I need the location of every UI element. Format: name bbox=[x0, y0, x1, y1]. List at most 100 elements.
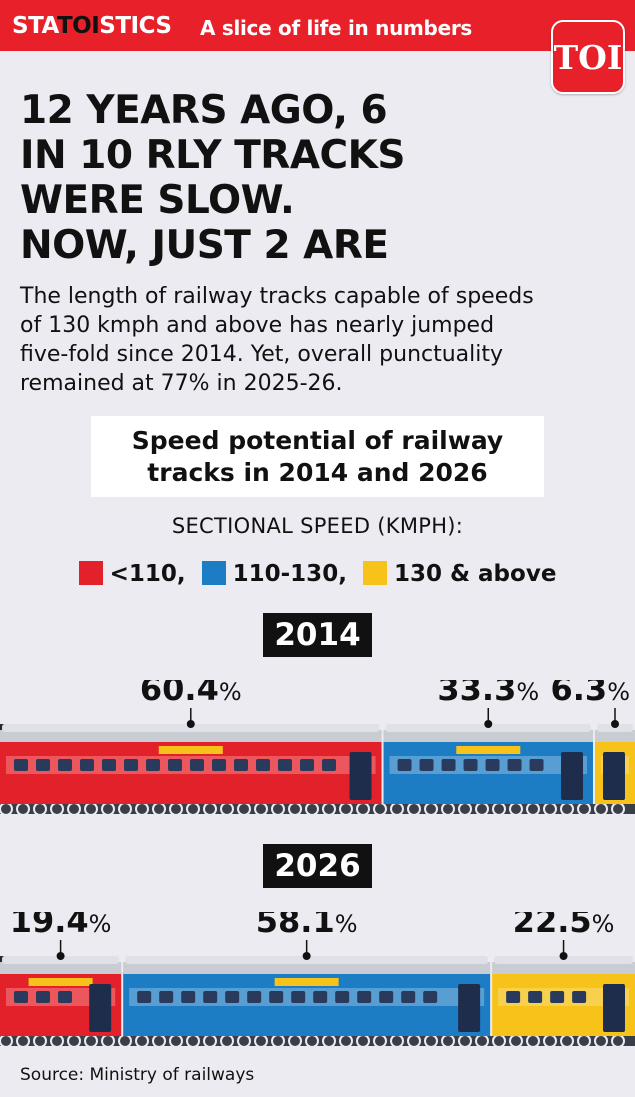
car-roof bbox=[383, 730, 593, 742]
window bbox=[212, 759, 226, 771]
wheel bbox=[407, 802, 421, 816]
statoistics-brand: STATOISTICS bbox=[12, 13, 172, 39]
value-label: 19.4% bbox=[10, 912, 112, 940]
car-door bbox=[89, 984, 112, 1032]
wheel bbox=[16, 1034, 30, 1048]
wheel bbox=[407, 1034, 421, 1048]
toi-logo: TOI bbox=[551, 20, 625, 94]
window bbox=[203, 991, 218, 1003]
wheel bbox=[339, 802, 353, 816]
headline-line: 12 YEARS AGO, 6 bbox=[20, 88, 388, 133]
wheels bbox=[0, 1034, 635, 1048]
headline-line: NOW, JUST 2 ARE bbox=[20, 223, 389, 268]
car-roof bbox=[0, 730, 382, 742]
legend-item-slow: <110, bbox=[78, 560, 186, 587]
window-band bbox=[129, 988, 485, 1006]
value-number: 19.4 bbox=[10, 912, 89, 940]
wheel bbox=[322, 1034, 336, 1048]
wheel bbox=[373, 1034, 387, 1048]
brand-part: STA bbox=[12, 13, 57, 39]
year-badge-2026: 2026 bbox=[263, 844, 372, 888]
value-unit: % bbox=[89, 912, 112, 938]
window bbox=[313, 991, 328, 1003]
window bbox=[572, 991, 587, 1003]
legend-label: 130 & above bbox=[393, 560, 557, 587]
legend-label: 110-130, bbox=[232, 560, 347, 587]
wheel bbox=[543, 1034, 557, 1048]
window bbox=[190, 759, 204, 771]
wheel bbox=[458, 802, 472, 816]
wheel bbox=[169, 1034, 183, 1048]
wheel bbox=[0, 802, 13, 816]
tagline: A slice of life in numbers bbox=[200, 16, 473, 40]
window bbox=[124, 759, 138, 771]
wheels bbox=[0, 802, 635, 816]
wheel bbox=[288, 1034, 302, 1048]
wheel bbox=[611, 1034, 625, 1048]
wheel bbox=[577, 1034, 591, 1048]
value-unit: % bbox=[607, 680, 630, 706]
car-nameplate bbox=[158, 746, 223, 754]
value-number: 6.3 bbox=[551, 680, 608, 708]
wheel bbox=[509, 1034, 523, 1048]
car-nameplate bbox=[274, 978, 339, 986]
window bbox=[423, 991, 438, 1003]
legend-swatch-yellow bbox=[362, 560, 387, 585]
wheel bbox=[220, 802, 234, 816]
wheel bbox=[0, 1034, 13, 1048]
car-door bbox=[349, 752, 372, 800]
wheel bbox=[526, 802, 540, 816]
window bbox=[58, 759, 72, 771]
window bbox=[36, 759, 50, 771]
value-label: 58.1% bbox=[256, 912, 358, 940]
train-car-medium: 33.3% bbox=[383, 680, 593, 804]
car-nameplate bbox=[456, 746, 521, 754]
car-door bbox=[458, 984, 481, 1032]
wheel bbox=[135, 802, 149, 816]
window bbox=[58, 991, 72, 1003]
car-door bbox=[560, 752, 583, 800]
wheel bbox=[543, 802, 557, 816]
wheel bbox=[594, 802, 608, 816]
wheel bbox=[594, 1034, 608, 1048]
window bbox=[291, 991, 306, 1003]
car-roof bbox=[492, 962, 635, 974]
window bbox=[14, 759, 28, 771]
intro-line: remained at 77% in 2025-26. bbox=[20, 371, 343, 396]
wheel bbox=[611, 802, 625, 816]
wheel bbox=[509, 802, 523, 816]
car-nameplate bbox=[28, 978, 93, 986]
car-roof bbox=[0, 962, 122, 974]
window bbox=[485, 759, 500, 771]
wheel bbox=[271, 802, 285, 816]
wheel bbox=[50, 1034, 64, 1048]
wheel bbox=[492, 802, 506, 816]
wheel bbox=[339, 1034, 353, 1048]
wheel bbox=[254, 802, 268, 816]
window bbox=[80, 759, 94, 771]
window bbox=[247, 991, 262, 1003]
wheel bbox=[492, 1034, 506, 1048]
wheel bbox=[390, 802, 404, 816]
wheel bbox=[203, 802, 217, 816]
legend: <110, 110-130, 130 & above bbox=[0, 560, 635, 587]
brand-part: STICS bbox=[99, 13, 172, 39]
car-door bbox=[603, 984, 625, 1032]
train-chart-2026: 19.4% 58.1% 22.5% bbox=[0, 912, 635, 1048]
wheel bbox=[577, 802, 591, 816]
chart-title: Speed potential of railway tracks in 201… bbox=[91, 416, 544, 497]
window bbox=[269, 991, 284, 1003]
window bbox=[322, 759, 336, 771]
window bbox=[137, 991, 152, 1003]
window bbox=[507, 759, 522, 771]
legend-item-fast: 130 & above bbox=[362, 560, 557, 587]
value-label: 22.5% bbox=[513, 912, 615, 940]
chart-title-line: Speed potential of railway bbox=[131, 426, 504, 455]
value-label: 33.3% bbox=[437, 680, 539, 708]
wheel bbox=[169, 802, 183, 816]
train-chart-2014: 60.4% 33.3% 6.3% bbox=[0, 680, 635, 816]
car-roof bbox=[123, 962, 491, 974]
car-nameplate bbox=[531, 978, 596, 986]
header-banner: STATOISTICS A slice of life in numbers bbox=[0, 0, 635, 51]
wheel bbox=[118, 802, 132, 816]
